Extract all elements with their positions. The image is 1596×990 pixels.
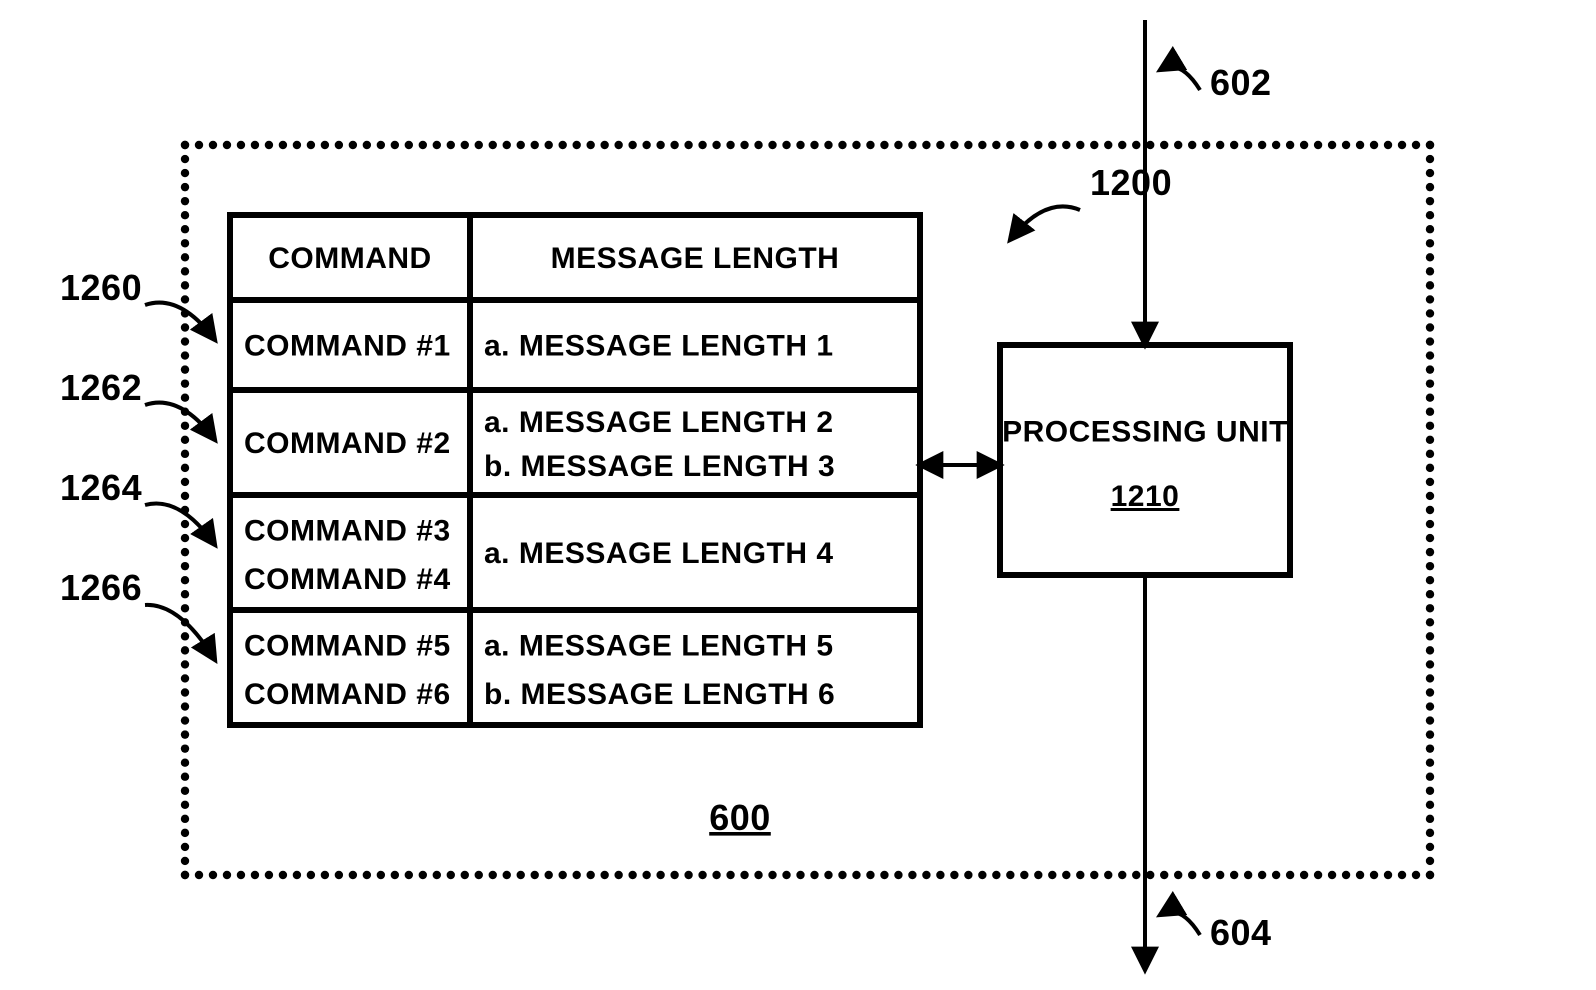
processing-unit-number: 1210	[1111, 480, 1180, 513]
table-cell-command: COMMAND #3	[244, 515, 451, 548]
table-cell-message: a. MESSAGE LENGTH 1	[484, 330, 834, 363]
ref-1200: 1200	[1090, 162, 1172, 203]
ref-602: 602	[1210, 62, 1272, 103]
table-header-command: COMMAND	[268, 242, 431, 275]
ref-1260: 1260	[60, 267, 142, 308]
table-header-message: MESSAGE LENGTH	[551, 242, 840, 275]
ref-hook-604	[1160, 912, 1200, 935]
ref-1264: 1264	[60, 467, 142, 508]
table-cell-message: a. MESSAGE LENGTH 5	[484, 630, 834, 663]
table-cell-command: COMMAND #1	[244, 330, 451, 363]
ref-600: 600	[709, 797, 771, 838]
table-cell-message: a. MESSAGE LENGTH 4	[484, 537, 834, 570]
processing-unit-box	[1000, 345, 1290, 575]
ref-hook-1200	[1010, 206, 1080, 240]
ref-hook-602	[1160, 67, 1200, 90]
table-cell-message: b. MESSAGE LENGTH 3	[484, 450, 835, 483]
ref-604: 604	[1210, 912, 1272, 953]
ref-hook-row-3	[145, 605, 215, 660]
table-cell-command: COMMAND #4	[244, 563, 451, 596]
table-cell-message: a. MESSAGE LENGTH 2	[484, 406, 834, 439]
table-cell-command: COMMAND #6	[244, 678, 451, 711]
ref-1266: 1266	[60, 567, 142, 608]
ref-hook-row-1	[145, 403, 215, 440]
table-cell-command: COMMAND #2	[244, 427, 451, 460]
ref-hook-row-0	[145, 303, 215, 340]
table-cell-message: b. MESSAGE LENGTH 6	[484, 678, 835, 711]
ref-hook-row-2	[145, 503, 215, 545]
table-cell-command: COMMAND #5	[244, 630, 451, 663]
ref-1262: 1262	[60, 367, 142, 408]
processing-unit-label: PROCESSING UNIT	[1002, 416, 1288, 449]
